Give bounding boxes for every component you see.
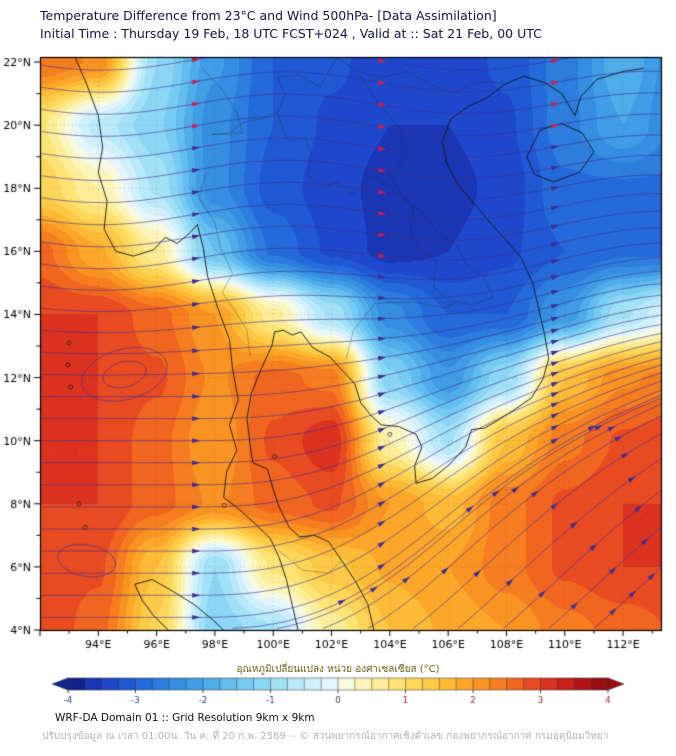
footer-domain-info: WRF-DA Domain 01 :: Grid Resolution 9km … (55, 712, 315, 724)
colorbar-canvas (0, 676, 676, 710)
colorbar-label: อุณหภูมิเปลี่ยนแปลง หน่วย องศาเซลเซียส (… (236, 664, 440, 675)
footer-credit: ปรับปรุงข้อมูล ณ เวลา 01:00น. วัน ค. ที่… (42, 731, 609, 742)
chart-title: Temperature Difference from 23°C and Win… (40, 8, 497, 23)
chart-subtitle: Initial Time : Thursday 19 Feb, 18 UTC F… (40, 26, 542, 41)
weather-map-canvas (0, 46, 676, 652)
